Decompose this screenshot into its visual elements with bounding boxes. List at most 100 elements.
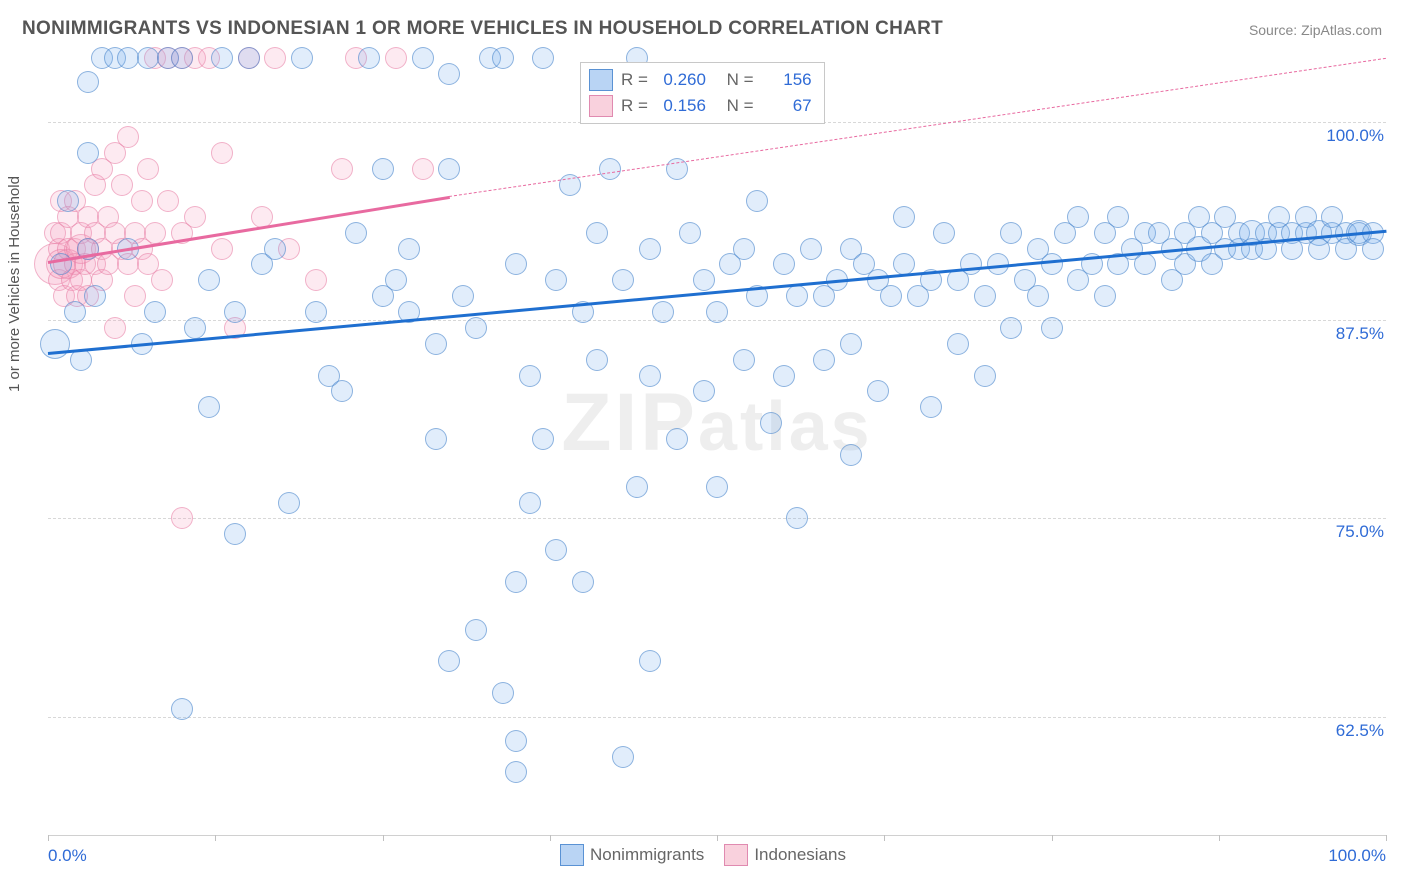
scatter-point-indonesians (117, 126, 139, 148)
plot-area: ZIPatlas (48, 58, 1386, 836)
scatter-point-nonimmigrants (626, 476, 648, 498)
scatter-point-nonimmigrants (385, 269, 407, 291)
scatter-point-nonimmigrants (238, 47, 260, 69)
x-tick (550, 835, 551, 841)
scatter-point-indonesians (111, 174, 133, 196)
scatter-point-nonimmigrants (438, 158, 460, 180)
scatter-point-nonimmigrants (1041, 317, 1063, 339)
scatter-point-nonimmigrants (77, 71, 99, 93)
scatter-point-nonimmigrants (171, 47, 193, 69)
r-label: R = (621, 96, 648, 116)
scatter-point-nonimmigrants (1107, 206, 1129, 228)
scatter-point-nonimmigrants (425, 333, 447, 355)
scatter-point-nonimmigrants (974, 365, 996, 387)
scatter-point-nonimmigrants (1000, 317, 1022, 339)
scatter-point-indonesians (184, 206, 206, 228)
scatter-point-nonimmigrants (358, 47, 380, 69)
scatter-point-nonimmigrants (572, 571, 594, 593)
scatter-point-nonimmigrants (144, 301, 166, 323)
scatter-point-nonimmigrants (947, 333, 969, 355)
scatter-point-nonimmigrants (639, 365, 661, 387)
scatter-point-nonimmigrants (1094, 285, 1116, 307)
x-tick (215, 835, 216, 841)
scatter-point-nonimmigrants (612, 269, 634, 291)
scatter-point-nonimmigrants (786, 285, 808, 307)
scatter-point-nonimmigrants (1027, 285, 1049, 307)
legend-stats-row-2: R = 0.156 N = 67 (589, 93, 812, 119)
scatter-point-indonesians (157, 190, 179, 212)
x-tick (383, 835, 384, 841)
scatter-point-nonimmigrants (519, 492, 541, 514)
scatter-point-nonimmigrants (893, 206, 915, 228)
scatter-point-nonimmigrants (960, 253, 982, 275)
scatter-point-nonimmigrants (532, 47, 554, 69)
scatter-point-indonesians (137, 158, 159, 180)
scatter-point-nonimmigrants (77, 142, 99, 164)
scatter-point-nonimmigrants (412, 47, 434, 69)
scatter-point-nonimmigrants (1362, 238, 1384, 260)
scatter-point-nonimmigrants (331, 380, 353, 402)
scatter-point-nonimmigrants (773, 365, 795, 387)
swatch-pink-icon (589, 95, 613, 117)
x-tick (48, 835, 49, 841)
scatter-point-nonimmigrants (505, 761, 527, 783)
r-value-2: 0.156 (656, 96, 706, 116)
legend-item-indonesians: Indonesians (724, 844, 846, 866)
x-tick (1386, 835, 1387, 841)
scatter-point-nonimmigrants (786, 507, 808, 529)
scatter-point-nonimmigrants (693, 380, 715, 402)
scatter-point-nonimmigrants (198, 269, 220, 291)
scatter-point-nonimmigrants (84, 285, 106, 307)
scatter-point-nonimmigrants (171, 698, 193, 720)
scatter-point-nonimmigrants (679, 222, 701, 244)
scatter-point-nonimmigrants (505, 571, 527, 593)
scatter-point-nonimmigrants (545, 269, 567, 291)
source-label: Source: ZipAtlas.com (1249, 22, 1382, 38)
scatter-point-nonimmigrants (492, 682, 514, 704)
scatter-point-nonimmigrants (706, 476, 728, 498)
chart-container: NONIMMIGRANTS VS INDONESIAN 1 OR MORE VE… (0, 0, 1406, 892)
trendline-nonimmigrants (48, 229, 1386, 354)
scatter-point-nonimmigrants (465, 619, 487, 641)
legend-label-1: Nonimmigrants (590, 845, 704, 865)
n-label: N = (727, 70, 754, 90)
scatter-point-indonesians (104, 317, 126, 339)
scatter-point-nonimmigrants (693, 269, 715, 291)
scatter-point-nonimmigrants (211, 47, 233, 69)
scatter-point-nonimmigrants (1000, 222, 1022, 244)
x-axis-max-label: 100.0% (1328, 846, 1386, 866)
scatter-point-nonimmigrants (1134, 253, 1156, 275)
scatter-point-nonimmigrants (545, 539, 567, 561)
legend-series: Nonimmigrants Indonesians (560, 844, 846, 866)
scatter-point-nonimmigrants (57, 190, 79, 212)
scatter-point-nonimmigrants (1067, 206, 1089, 228)
x-tick (1052, 835, 1053, 841)
scatter-point-nonimmigrants (733, 349, 755, 371)
scatter-point-indonesians (144, 222, 166, 244)
gridline (48, 717, 1386, 718)
scatter-point-nonimmigrants (840, 333, 862, 355)
scatter-point-nonimmigrants (586, 349, 608, 371)
scatter-point-nonimmigrants (532, 428, 554, 450)
scatter-point-nonimmigrants (733, 238, 755, 260)
y-tick-label: 75.0% (1316, 522, 1384, 542)
scatter-point-nonimmigrants (425, 428, 447, 450)
scatter-point-nonimmigrants (612, 746, 634, 768)
legend-stats-row-1: R = 0.260 N = 156 (589, 67, 812, 93)
scatter-point-nonimmigrants (920, 396, 942, 418)
scatter-point-nonimmigrants (746, 190, 768, 212)
legend-stats: R = 0.260 N = 156 R = 0.156 N = 67 (580, 62, 825, 124)
scatter-point-nonimmigrants (278, 492, 300, 514)
chart-title: NONIMMIGRANTS VS INDONESIAN 1 OR MORE VE… (22, 18, 943, 40)
scatter-point-indonesians (305, 269, 327, 291)
scatter-point-nonimmigrants (117, 47, 139, 69)
scatter-point-nonimmigrants (438, 650, 460, 672)
x-tick (1219, 835, 1220, 841)
scatter-point-nonimmigrants (184, 317, 206, 339)
x-tick (884, 835, 885, 841)
scatter-point-nonimmigrants (840, 444, 862, 466)
scatter-point-nonimmigrants (586, 222, 608, 244)
y-axis-title: 1 or more Vehicles in Household (6, 176, 23, 392)
n-value-1: 156 (762, 70, 812, 90)
scatter-point-nonimmigrants (639, 238, 661, 260)
